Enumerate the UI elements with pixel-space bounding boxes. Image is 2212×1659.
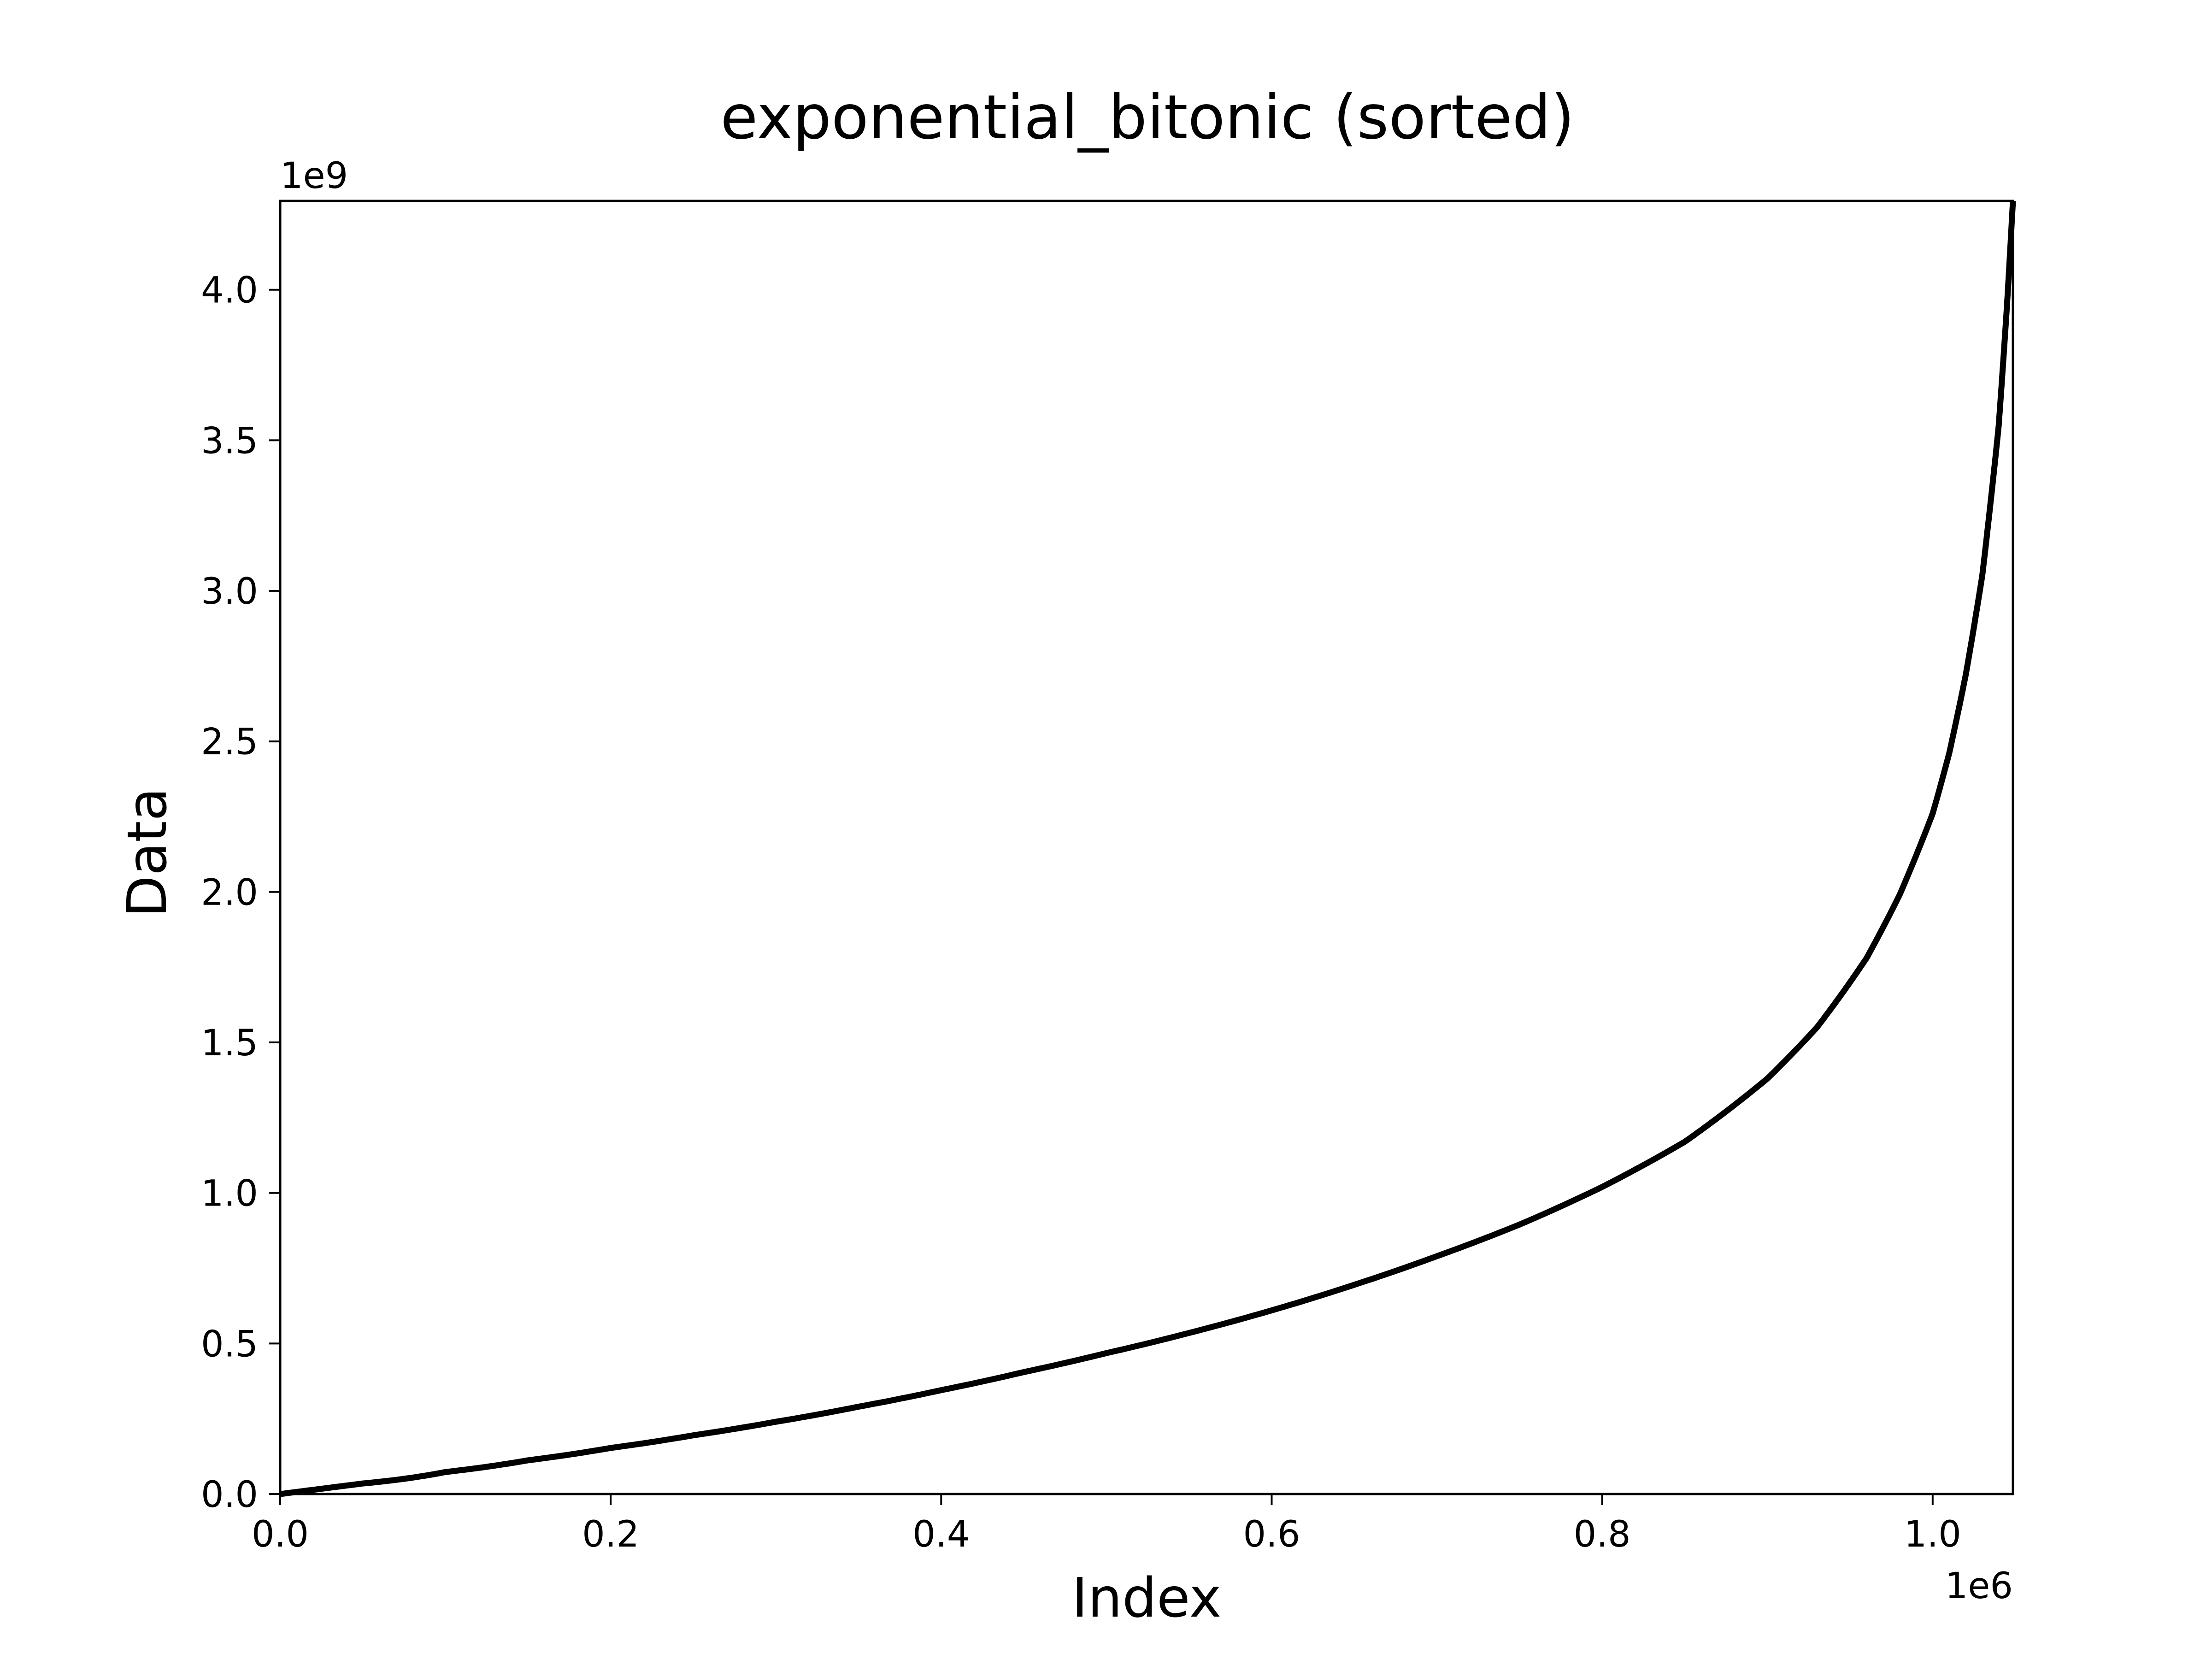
x-axis-ticks: 0.0 0.2 0.4 0.6 0.8 1.0 <box>252 1494 1961 1555</box>
y-tick-label: 0.0 <box>201 1474 258 1516</box>
x-tick-label: 0.8 <box>1574 1514 1631 1555</box>
x-tick-label: 0.6 <box>1243 1514 1300 1555</box>
x-tick-label: 0.0 <box>252 1514 309 1555</box>
y-tick-label: 0.5 <box>201 1324 258 1365</box>
y-tick-label: 1.5 <box>201 1023 258 1064</box>
x-axis-offset-text: 1e6 <box>1945 1565 2013 1607</box>
x-axis-label: Index <box>1072 1566 1222 1630</box>
y-axis-offset-text: 1e9 <box>280 155 348 197</box>
y-tick-label: 2.5 <box>201 722 258 763</box>
plot-frame <box>279 200 2014 1495</box>
y-tick-label: 3.0 <box>201 571 258 612</box>
chart-title: exponential_bitonic (sorted) <box>720 82 1574 153</box>
y-axis-ticks: 0.0 0.5 1.0 1.5 2.0 2.5 3.0 3.5 4.0 <box>201 270 280 1516</box>
y-tick-label: 4.0 <box>201 270 258 312</box>
y-axis-label: Data <box>115 788 179 918</box>
x-tick-label: 1.0 <box>1904 1514 1961 1555</box>
y-tick-label: 2.0 <box>201 872 258 913</box>
y-tick-label: 1.0 <box>201 1173 258 1215</box>
x-tick-label: 0.2 <box>582 1514 639 1555</box>
x-tick-label: 0.4 <box>912 1514 970 1555</box>
y-tick-label: 3.5 <box>201 420 258 462</box>
data-series-line <box>280 200 2016 1497</box>
